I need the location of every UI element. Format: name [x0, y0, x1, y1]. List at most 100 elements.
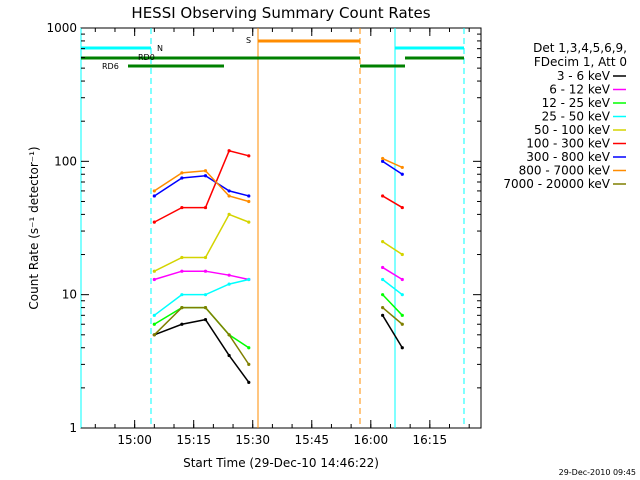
data-point — [227, 189, 231, 193]
data-point — [180, 205, 184, 210]
series-4 — [152, 212, 404, 273]
data-point — [227, 194, 231, 198]
series-line — [153, 174, 249, 197]
annotation-label: S — [246, 36, 251, 45]
series-line — [382, 307, 403, 325]
data-point — [400, 346, 404, 350]
data-point — [227, 212, 231, 216]
legend-label: 50 - 100 keV — [534, 123, 611, 137]
series-5 — [152, 149, 404, 224]
data-point — [227, 149, 231, 153]
data-point — [180, 293, 184, 297]
data-point — [152, 277, 156, 282]
data-point — [400, 165, 404, 170]
data-point — [381, 277, 385, 282]
data-point — [152, 313, 156, 317]
legend-label: 800 - 7000 keV — [519, 164, 611, 178]
legend-label: 3 - 6 keV — [557, 69, 611, 83]
x-tick-label: 15:00 — [117, 433, 152, 447]
data-point — [152, 194, 156, 198]
data-point — [381, 313, 385, 317]
y-tick-label: 1 — [69, 421, 77, 435]
series-2 — [152, 293, 404, 350]
series-layer — [152, 149, 404, 384]
x-tick-label: 16:15 — [413, 433, 448, 447]
series-line — [153, 278, 249, 316]
data-point — [203, 293, 208, 297]
data-point — [180, 305, 184, 310]
data-point — [203, 174, 208, 178]
data-point — [152, 333, 156, 337]
legend-label: 100 - 300 keV — [526, 137, 610, 151]
series-3 — [152, 277, 404, 317]
series-6 — [152, 159, 404, 198]
data-point — [203, 305, 208, 310]
series-line — [154, 213, 250, 272]
x-tick-label: 15:15 — [176, 433, 211, 447]
data-point — [381, 240, 385, 244]
data-point — [400, 322, 404, 326]
data-point — [247, 346, 251, 350]
data-point — [203, 169, 208, 173]
x-axis-label: Start Time (29-Dec-10 14:46:22) — [183, 456, 379, 470]
axes-layer: 15:00 15:15 15:30 15:45 16:00 16:15 1 10 100 1000 — [46, 21, 481, 447]
x-tick-label: 15:45 — [294, 433, 329, 447]
annotation-label: RD6 — [102, 62, 119, 71]
series-line — [382, 278, 403, 296]
series-line — [382, 266, 403, 281]
footer-date: 29-Dec-2010 09:45 — [559, 468, 636, 477]
data-point — [180, 322, 184, 326]
data-point — [247, 154, 251, 158]
series-line — [382, 195, 403, 209]
data-point — [247, 194, 251, 198]
series-line — [382, 160, 403, 175]
legend-label: 12 - 25 keV — [542, 96, 611, 110]
series-line — [382, 240, 403, 256]
series-0 — [152, 313, 404, 384]
data-point — [203, 205, 208, 210]
data-point — [381, 194, 385, 198]
data-point — [203, 255, 208, 260]
data-point — [203, 318, 208, 322]
data-point — [247, 199, 251, 204]
data-point — [227, 333, 231, 337]
legend-header-line-1: Det 1,3,4,5,6,9, — [533, 41, 627, 55]
annotation-label: RD0 — [138, 53, 155, 62]
legend-label: 7000 - 20000 keV — [503, 177, 610, 191]
data-point — [247, 362, 251, 366]
data-point — [180, 269, 184, 273]
data-point — [381, 156, 385, 161]
data-point — [152, 269, 156, 273]
data-point — [152, 189, 156, 193]
series-line — [382, 294, 403, 316]
series-line — [153, 306, 250, 349]
data-point — [400, 172, 404, 176]
series-line — [154, 318, 250, 383]
chart-title: HESSI Observing Summary Count Rates — [131, 4, 430, 22]
data-point — [180, 255, 184, 260]
annotation-label: N — [157, 44, 163, 53]
data-point — [203, 269, 208, 273]
data-point — [180, 171, 184, 175]
legend-header-line-2: FDecim 1, Att 0 — [534, 55, 627, 69]
data-point — [381, 293, 385, 297]
data-point — [400, 252, 404, 257]
data-point — [247, 277, 251, 282]
x-tick-label: 16:00 — [354, 433, 389, 447]
legend-label: 6 - 12 keV — [549, 83, 611, 97]
series-line — [382, 157, 403, 169]
series-line — [381, 314, 403, 349]
legend-label: 300 - 800 keV — [526, 150, 610, 164]
series-1 — [152, 265, 404, 282]
y-axis-label: Count Rate (s⁻¹ detector⁻¹) — [27, 146, 41, 309]
legend: Det 1,3,4,5,6,9, FDecim 1, Att 0 3 - 6 k… — [503, 41, 627, 191]
series-7 — [152, 156, 404, 204]
data-point — [400, 293, 404, 297]
plot-area — [80, 27, 482, 429]
y-tick-label: 10 — [62, 288, 77, 302]
data-point — [152, 220, 156, 224]
data-point — [400, 313, 404, 317]
data-point — [400, 205, 404, 210]
